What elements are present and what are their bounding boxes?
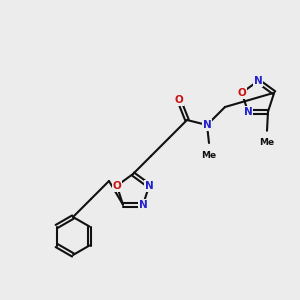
Text: Me: Me bbox=[260, 138, 274, 147]
Text: O: O bbox=[175, 95, 183, 105]
Text: N: N bbox=[139, 200, 147, 210]
Text: N: N bbox=[145, 181, 154, 191]
Text: O: O bbox=[238, 88, 246, 98]
Text: N: N bbox=[202, 120, 211, 130]
Text: N: N bbox=[254, 76, 262, 86]
Text: Me: Me bbox=[201, 151, 217, 160]
Text: O: O bbox=[112, 181, 121, 191]
Text: N: N bbox=[244, 107, 252, 117]
